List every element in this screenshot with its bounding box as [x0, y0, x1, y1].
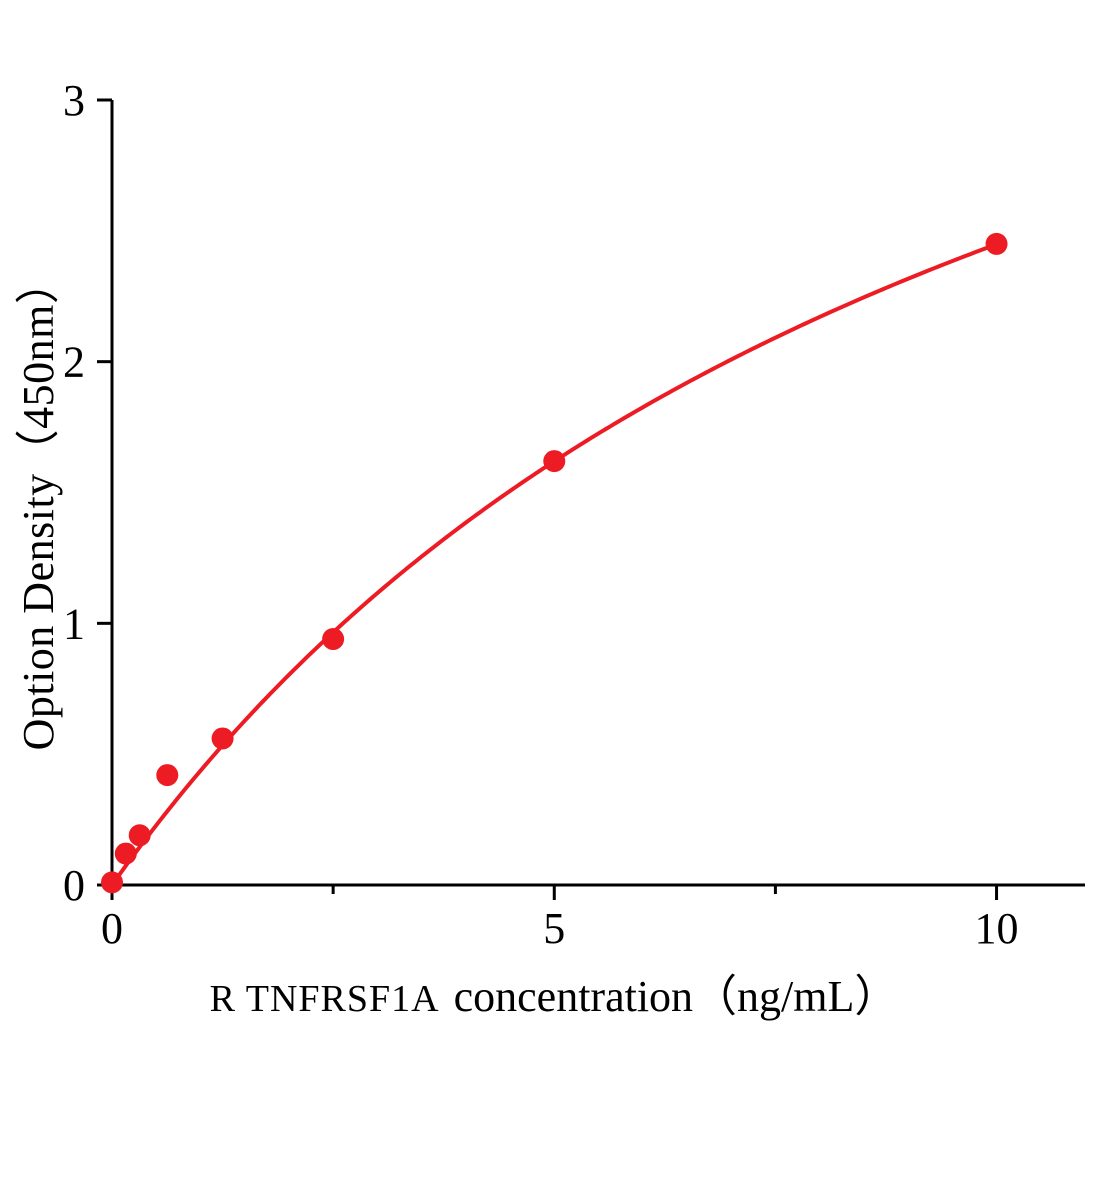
data-point [322, 628, 345, 651]
x-axis-label-units: concentration（ng/mL） [453, 972, 899, 1021]
y-axis-label: Option Density（450nm） [14, 259, 63, 751]
y-tick-label: 2 [63, 338, 85, 387]
axes [110, 100, 1085, 887]
data-point [101, 871, 123, 894]
data-point [128, 824, 151, 847]
x-tick-label: 5 [543, 904, 565, 953]
data-point [114, 842, 137, 865]
x-tick-label: 10 [975, 904, 1019, 953]
y-tick-label: 0 [63, 861, 85, 910]
data-point [543, 450, 566, 473]
x-tick-label: 0 [101, 904, 123, 953]
x-axis-label: R TNFRSF1A concentration（ng/mL） [210, 960, 899, 1024]
data-point [156, 764, 179, 787]
y-tick-label: 1 [63, 599, 85, 648]
y-tick-label: 3 [63, 76, 85, 125]
data-point [985, 232, 1008, 255]
x-axis-label-series-name: R TNFRSF1A [209, 978, 440, 1020]
fit-curve [110, 242, 999, 887]
data-point [211, 727, 234, 750]
